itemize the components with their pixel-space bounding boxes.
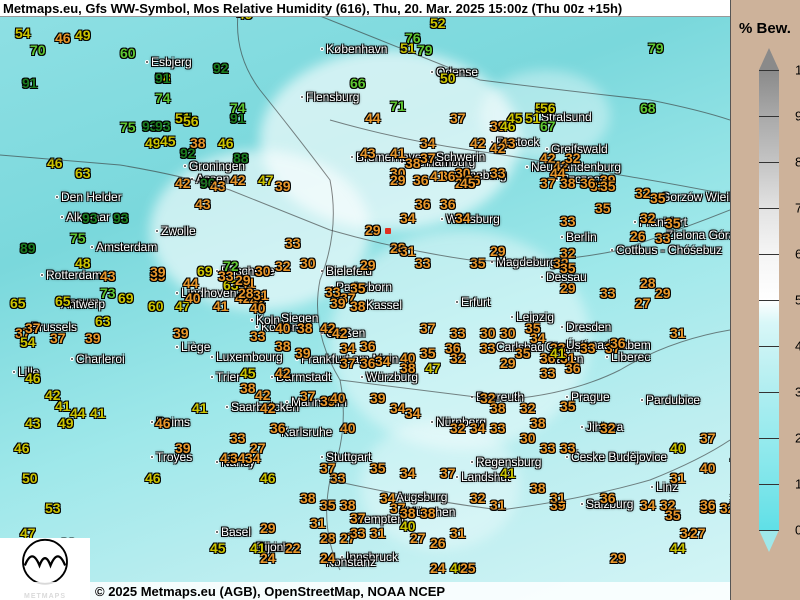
legend-triangle-bottom [759, 530, 779, 552]
legend-tick-line [759, 116, 779, 117]
map-title-bar: Metmaps.eu, Gfs WW-Symbol, Mos Relative … [0, 0, 730, 17]
legend-tick-line [759, 208, 779, 209]
weather-map: Metmaps.eu, Gfs WW-Symbol, Mos Relative … [0, 0, 800, 600]
legend-tick-label-60: 60 [795, 247, 800, 262]
legend-tick-label-10: 10 [795, 477, 800, 492]
legend-tick-line [759, 484, 779, 485]
legend-tick-line [759, 162, 779, 163]
legend-tick-label-80: 80 [795, 155, 800, 170]
legend-gradient-bar: 1009080706050403020100 [759, 70, 779, 530]
legend-tick-line [759, 70, 779, 71]
legend-tick-line [759, 392, 779, 393]
legend-tick-label-0: 0 [795, 523, 800, 538]
legend-triangle-top [759, 48, 779, 70]
legend-tick-label-90: 90 [795, 109, 800, 124]
legend-panel: % Bew. 1009080706050403020100 [730, 0, 800, 600]
legend-tick-line [759, 438, 779, 439]
map-title-text: Metmaps.eu, Gfs WW-Symbol, Mos Relative … [3, 1, 622, 16]
legend-tick-line [759, 346, 779, 347]
legend-tick-label-20: 20 [795, 431, 800, 446]
legend-tick-label-70: 70 [795, 201, 800, 216]
map-features-layer: HorsensEsbjergOdenseFlensburgKøbenhavnGr… [0, 0, 730, 600]
legend-tick-label-100: 100 [795, 63, 800, 78]
legend-tick-line [759, 300, 779, 301]
legend-tick-line [759, 254, 779, 255]
legend-unit-label: % Bew. [739, 20, 791, 37]
legend-tick-label-40: 40 [795, 339, 800, 354]
legend-tick-line [759, 530, 779, 531]
country-borders [0, 0, 730, 600]
legend-tick-label-30: 30 [795, 385, 800, 400]
legend-tick-label-50: 50 [795, 293, 800, 308]
